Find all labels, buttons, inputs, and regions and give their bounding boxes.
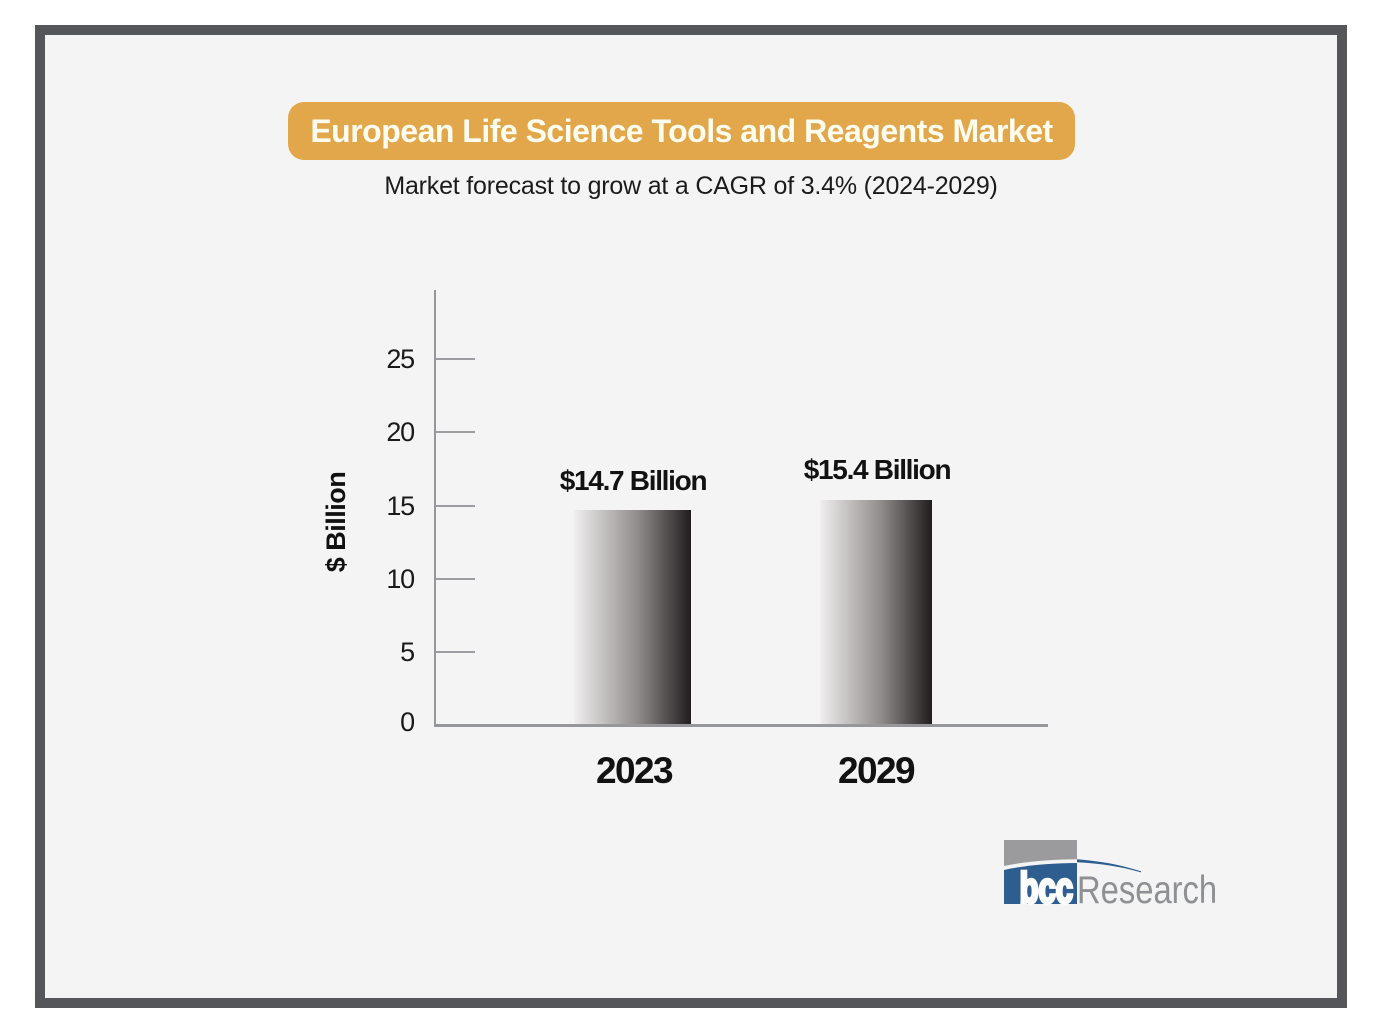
svg-text:Research: Research <box>1077 867 1217 911</box>
svg-text:bcc: bcc <box>1020 864 1073 912</box>
